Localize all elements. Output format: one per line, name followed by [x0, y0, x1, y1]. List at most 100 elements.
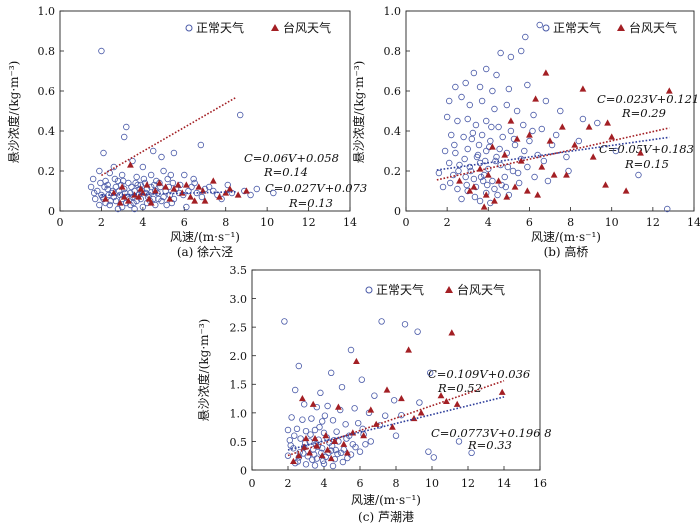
- ylabel-c: 悬沙浓度/(kg·m⁻³): [196, 319, 211, 422]
- normal-point-a-118: [119, 177, 127, 185]
- normal-point-b-63: [435, 169, 443, 177]
- normal-point-b-114: [612, 147, 620, 155]
- normal-point-b-77: [491, 185, 498, 193]
- normal-point-c-77: [316, 423, 323, 431]
- normal-point-a-95: [107, 197, 114, 205]
- plot-frame-a: [59, 10, 351, 212]
- typhoon-point-c-21: [306, 449, 313, 456]
- typhoon-point-c-3: [383, 386, 391, 393]
- normal-point-b-35: [448, 131, 455, 139]
- normal-point-a-75: [131, 205, 138, 213]
- typhoon-point-c-11: [300, 443, 308, 450]
- normal-point-b-71: [544, 177, 552, 185]
- legend-a-typhoon: 台风天气: [283, 20, 331, 35]
- legend-a: 正常天气 台风天气: [185, 20, 331, 35]
- typhoon-point-a-9: [145, 195, 153, 202]
- normal-point-b-96: [496, 145, 503, 153]
- typhoon-point-a-30: [222, 189, 230, 196]
- normal-point-c-40: [306, 438, 313, 445]
- normal-point-a-122: [167, 171, 175, 179]
- normal-point-b-103: [447, 179, 454, 187]
- normal-point-b-40: [499, 133, 506, 141]
- normal-point-c-89: [309, 456, 316, 463]
- typhoon-point-b-5: [604, 119, 611, 126]
- ytick-a-6: 1.0: [38, 5, 56, 18]
- normal-point-b-7: [493, 71, 500, 79]
- xtick-a-5: 10: [260, 216, 274, 229]
- fit-c-1-equation: C=0.109V+0.036: [428, 367, 530, 381]
- normal-point-b-92: [469, 129, 477, 137]
- normal-point-b-99: [521, 147, 528, 155]
- typhoon-point-a-2: [170, 185, 178, 192]
- typhoon-point-b-0: [542, 69, 550, 76]
- normal-point-b-80: [476, 197, 484, 205]
- typhoon-point-c-31: [309, 400, 317, 407]
- normal-point-b-105: [463, 181, 470, 189]
- normal-point-b-90: [451, 141, 458, 149]
- normal-point-b-24: [579, 115, 587, 123]
- normal-point-c-17: [324, 402, 331, 410]
- ytick-c-4: 1.5: [230, 379, 248, 392]
- normal-point-b-68: [489, 177, 496, 185]
- normal-point-b-111: [514, 169, 522, 177]
- ytick-b-1: 0: [394, 205, 401, 218]
- typhoon-point-b-21: [534, 191, 542, 198]
- legend-a-circle-marker: [185, 24, 193, 32]
- chart-marks: [59, 10, 695, 471]
- xtick-c-5: 10: [425, 477, 439, 490]
- xtick-b-6: 12: [646, 216, 660, 229]
- normal-point-b-23: [557, 107, 564, 115]
- fit-b-2-equation: C=0.05V+0.183: [599, 142, 694, 156]
- ytick-a-2: 0.2: [38, 165, 56, 178]
- panel-b: 1.0 0.8 0.6 0.4 0.2 0 0 2 4 6 8 10 12 14…: [351, 5, 700, 259]
- ytick-a-5: 0.8: [38, 45, 56, 58]
- normal-point-c-22: [288, 414, 295, 421]
- normal-point-b-9: [462, 79, 469, 87]
- typhoon-point-a-25: [137, 185, 145, 192]
- typhoon-point-b-7: [526, 131, 533, 138]
- normal-point-a-94: [101, 183, 108, 191]
- typhoon-point-b-17: [484, 171, 492, 178]
- normal-point-b-49: [483, 147, 490, 155]
- normal-point-a-105: [97, 179, 104, 187]
- xlabel-a: 风速/(m·s⁻¹): [170, 230, 240, 244]
- fit-line-c-1: [287, 379, 505, 457]
- normal-point-c-98: [455, 438, 463, 445]
- normal-point-a-71: [139, 203, 147, 211]
- typhoon-point-b-6: [507, 117, 515, 124]
- typhoon-point-a-27: [174, 181, 182, 188]
- normal-point-a-76: [183, 203, 190, 211]
- plot-b: [405, 10, 695, 213]
- normal-point-b-25: [594, 119, 601, 127]
- normal-point-c-51: [356, 448, 364, 455]
- typhoon-point-c-23: [327, 454, 335, 462]
- legend-b-typhoon: 台风天气: [629, 20, 677, 35]
- normal-point-b-46: [452, 149, 459, 157]
- normal-point-a-123: [190, 175, 197, 183]
- typhoon-point-c-26: [302, 434, 310, 442]
- normal-point-b-45: [441, 147, 449, 155]
- normal-point-a-111: [155, 195, 162, 203]
- normal-point-a-14: [106, 169, 113, 177]
- legend-b: 正常天气 台风天气: [542, 20, 677, 35]
- normal-point-b-100: [529, 127, 536, 135]
- typhoon-point-b-31: [608, 133, 616, 140]
- typhoon-point-b-14: [550, 171, 558, 178]
- normal-point-c-35: [333, 428, 340, 435]
- ytick-c-1: 0: [240, 464, 247, 477]
- normal-point-c-30: [284, 426, 292, 434]
- typhoon-point-b-8: [571, 141, 579, 148]
- normal-point-a-23: [125, 179, 132, 187]
- normal-point-b-34: [538, 125, 545, 133]
- typhoon-point-a-14: [201, 197, 209, 204]
- normal-point-b-95: [488, 123, 495, 131]
- normal-point-c-33: [311, 426, 319, 434]
- xtick-c-2: 4: [321, 477, 328, 490]
- typhoon-point-c-12: [313, 442, 321, 449]
- normal-point-a-119: [132, 179, 139, 187]
- normal-point-b-82: [664, 205, 671, 213]
- normal-point-b-70: [515, 179, 523, 187]
- typhoon-point-a-8: [135, 193, 143, 200]
- normal-point-c-78: [321, 412, 329, 419]
- normal-point-c-64: [425, 448, 432, 455]
